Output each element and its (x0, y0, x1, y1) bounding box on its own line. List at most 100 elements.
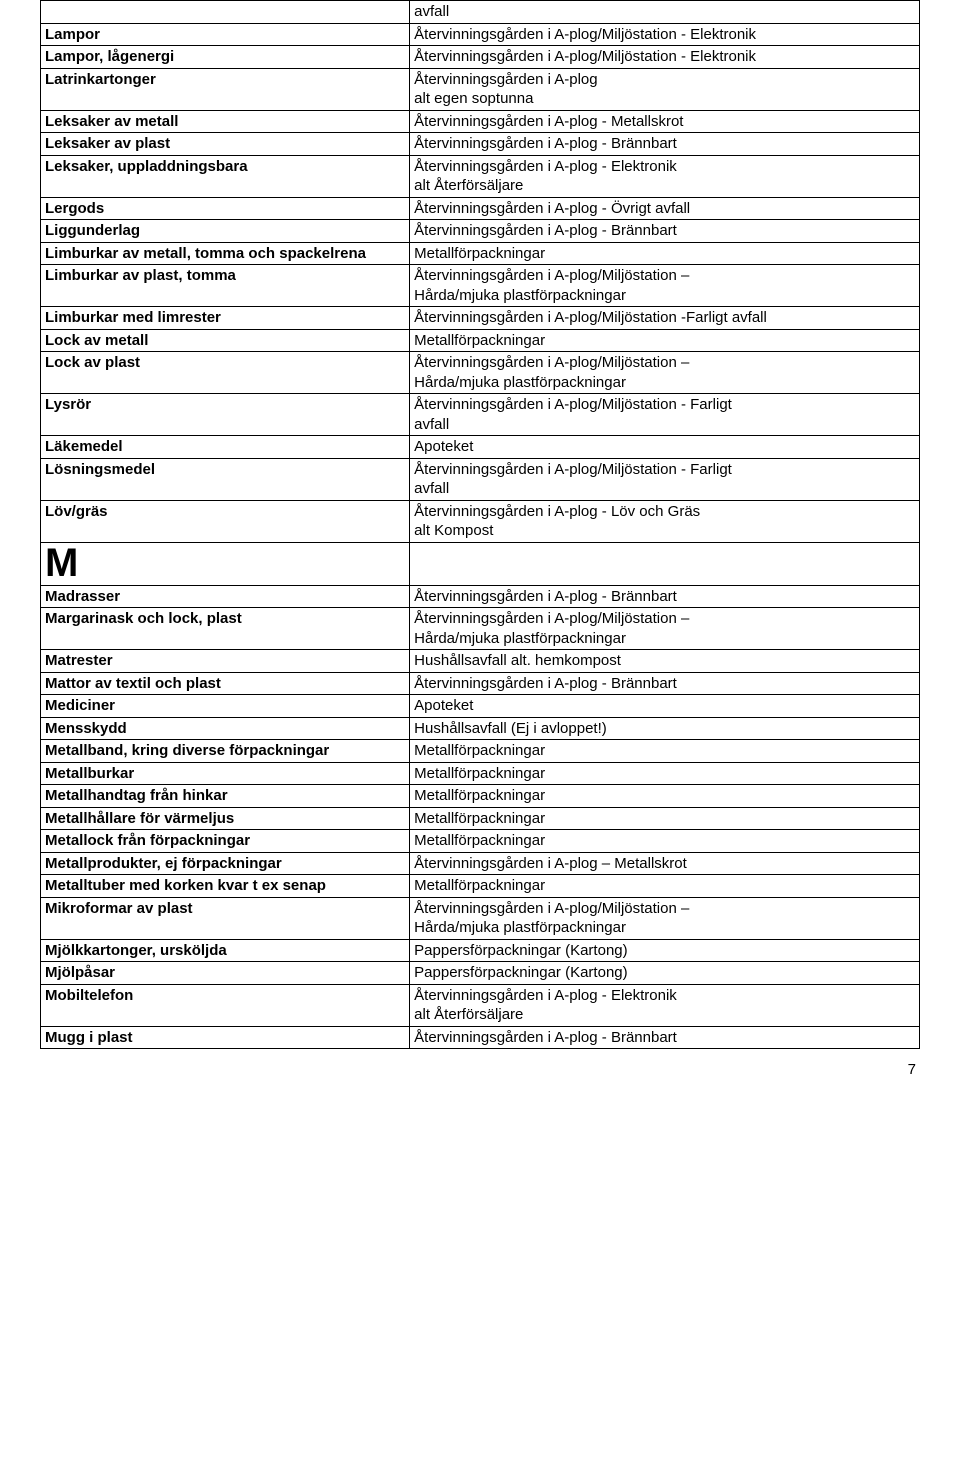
item-name: Lock av metall (41, 329, 410, 352)
item-disposal: Återvinningsgården i A-plog - Övrigt avf… (410, 197, 920, 220)
item-name: Mattor av textil och plast (41, 672, 410, 695)
item-name: Limburkar med limrester (41, 307, 410, 330)
item-name: Matrester (41, 650, 410, 673)
item-disposal: Metallförpackningar (410, 762, 920, 785)
page-container: avfallLamporÅtervinningsgården i A-plog/… (0, 0, 960, 1108)
item-disposal: Återvinningsgården i A-plog - Brännbart (410, 133, 920, 156)
table-row: Mattor av textil och plastÅtervinningsgå… (41, 672, 920, 695)
item-name: Metallhandtag från hinkar (41, 785, 410, 808)
table-row: Limburkar av metall, tomma och spackelre… (41, 242, 920, 265)
item-name: Lysrör (41, 394, 410, 436)
table-row: Lampor, lågenergiÅtervinningsgården i A-… (41, 46, 920, 69)
item-disposal: Återvinningsgården i A-plog/Miljöstation… (410, 307, 920, 330)
item-disposal: Återvinningsgården i A-plog - Brännbart (410, 1026, 920, 1049)
item-disposal: Metallförpackningar (410, 329, 920, 352)
item-disposal: Metallförpackningar (410, 740, 920, 763)
table-row: Metallhandtag från hinkarMetallförpackni… (41, 785, 920, 808)
item-disposal: Återvinningsgården i A-plog - Brännbart (410, 220, 920, 243)
table-row: Metalltuber med korken kvar t ex senapMe… (41, 875, 920, 898)
item-name: Metallburkar (41, 762, 410, 785)
item-name: Mugg i plast (41, 1026, 410, 1049)
item-disposal: Återvinningsgården i A-plog - Elektronik… (410, 155, 920, 197)
item-name: Lampor, lågenergi (41, 46, 410, 69)
item-disposal: Återvinningsgården i A-plog - Brännbart (410, 585, 920, 608)
table-row: Metallband, kring diverse förpackningarM… (41, 740, 920, 763)
table-row: Leksaker, uppladdningsbaraÅtervinningsgå… (41, 155, 920, 197)
item-name: Metalltuber med korken kvar t ex senap (41, 875, 410, 898)
recycling-table: avfallLamporÅtervinningsgården i A-plog/… (40, 0, 920, 1049)
item-name: Madrasser (41, 585, 410, 608)
table-row: MetallburkarMetallförpackningar (41, 762, 920, 785)
item-name: Metallhållare för värmeljus (41, 807, 410, 830)
item-name: Lampor (41, 23, 410, 46)
item-name: Leksaker av metall (41, 110, 410, 133)
item-disposal: Återvinningsgården i A-plog/Miljöstation… (410, 608, 920, 650)
item-disposal: Återvinningsgården i A-plog - Elektronik… (410, 984, 920, 1026)
item-disposal: Pappersförpackningar (Kartong) (410, 962, 920, 985)
table-row: Mikroformar av plastÅtervinningsgården i… (41, 897, 920, 939)
item-disposal: Återvinningsgården i A-plog/Miljöstation… (410, 394, 920, 436)
item-name: Leksaker av plast (41, 133, 410, 156)
item-disposal: Metallförpackningar (410, 242, 920, 265)
item-disposal: Pappersförpackningar (Kartong) (410, 939, 920, 962)
table-row: MobiltelefonÅtervinningsgården i A-plog … (41, 984, 920, 1026)
table-row: LösningsmedelÅtervinningsgården i A-plog… (41, 458, 920, 500)
item-disposal (410, 542, 920, 585)
table-row: Metallprodukter, ej förpackningarÅtervin… (41, 852, 920, 875)
item-disposal: Metallförpackningar (410, 807, 920, 830)
table-row: MadrasserÅtervinningsgården i A-plog - B… (41, 585, 920, 608)
table-row: avfall (41, 1, 920, 24)
item-disposal: Återvinningsgården i A-plog/Miljöstation… (410, 23, 920, 46)
item-disposal: Återvinningsgården i A-plog – Metallskro… (410, 852, 920, 875)
item-name: Lergods (41, 197, 410, 220)
item-disposal: Återvinningsgården i A-plog/Miljöstation… (410, 897, 920, 939)
table-row: Leksaker av plastÅtervinningsgården i A-… (41, 133, 920, 156)
item-disposal: Apoteket (410, 436, 920, 459)
table-row: Lock av plastÅtervinningsgården i A-plog… (41, 352, 920, 394)
table-row: MensskyddHushållsavfall (Ej i avloppet!) (41, 717, 920, 740)
table-row: LiggunderlagÅtervinningsgården i A-plog … (41, 220, 920, 243)
table-row: LergodsÅtervinningsgården i A-plog - Övr… (41, 197, 920, 220)
item-name: Mjölpåsar (41, 962, 410, 985)
item-disposal: avfall (410, 1, 920, 24)
item-disposal: Återvinningsgården i A-plog - Brännbart (410, 672, 920, 695)
item-name: Mobiltelefon (41, 984, 410, 1026)
item-disposal: Återvinningsgården i A-plog - Löv och Gr… (410, 500, 920, 542)
item-name: Metallprodukter, ej förpackningar (41, 852, 410, 875)
item-name: Metallband, kring diverse förpackningar (41, 740, 410, 763)
item-name: Margarinask och lock, plast (41, 608, 410, 650)
item-disposal: Hushållsavfall (Ej i avloppet!) (410, 717, 920, 740)
table-row: Metallhållare för värmeljusMetallförpack… (41, 807, 920, 830)
table-row: MatresterHushållsavfall alt. hemkompost (41, 650, 920, 673)
table-row: MedicinerApoteket (41, 695, 920, 718)
page-number: 7 (40, 1049, 920, 1078)
item-name: Mikroformar av plast (41, 897, 410, 939)
item-name: Limburkar av metall, tomma och spackelre… (41, 242, 410, 265)
table-row: Löv/gräsÅtervinningsgården i A-plog - Lö… (41, 500, 920, 542)
item-disposal: Återvinningsgården i A-plog/Miljöstation… (410, 46, 920, 69)
item-name: Löv/gräs (41, 500, 410, 542)
table-row: Mjölkkartonger, ursköljdaPappersförpackn… (41, 939, 920, 962)
item-name: Mensskydd (41, 717, 410, 740)
table-row: LatrinkartongerÅtervinningsgården i A-pl… (41, 68, 920, 110)
item-name: Lock av plast (41, 352, 410, 394)
table-row: Leksaker av metallÅtervinningsgården i A… (41, 110, 920, 133)
table-row: MjölpåsarPappersförpackningar (Kartong) (41, 962, 920, 985)
table-row: M (41, 542, 920, 585)
item-name (41, 1, 410, 24)
item-name: Leksaker, uppladdningsbara (41, 155, 410, 197)
item-disposal: Återvinningsgården i A-plog - Metallskro… (410, 110, 920, 133)
item-disposal: Återvinningsgården i A-plog/Miljöstation… (410, 458, 920, 500)
item-name: Mediciner (41, 695, 410, 718)
item-name: Limburkar av plast, tomma (41, 265, 410, 307)
item-disposal: Metallförpackningar (410, 830, 920, 853)
table-row: LamporÅtervinningsgården i A-plog/Miljös… (41, 23, 920, 46)
item-disposal: Metallförpackningar (410, 875, 920, 898)
table-row: Limburkar med limresterÅtervinningsgårde… (41, 307, 920, 330)
item-disposal: Återvinningsgården i A-plogalt egen sopt… (410, 68, 920, 110)
item-disposal: Hushållsavfall alt. hemkompost (410, 650, 920, 673)
table-row: LysrörÅtervinningsgården i A-plog/Miljös… (41, 394, 920, 436)
table-row: Limburkar av plast, tommaÅtervinningsgår… (41, 265, 920, 307)
item-disposal: Återvinningsgården i A-plog/Miljöstation… (410, 352, 920, 394)
item-name: Läkemedel (41, 436, 410, 459)
